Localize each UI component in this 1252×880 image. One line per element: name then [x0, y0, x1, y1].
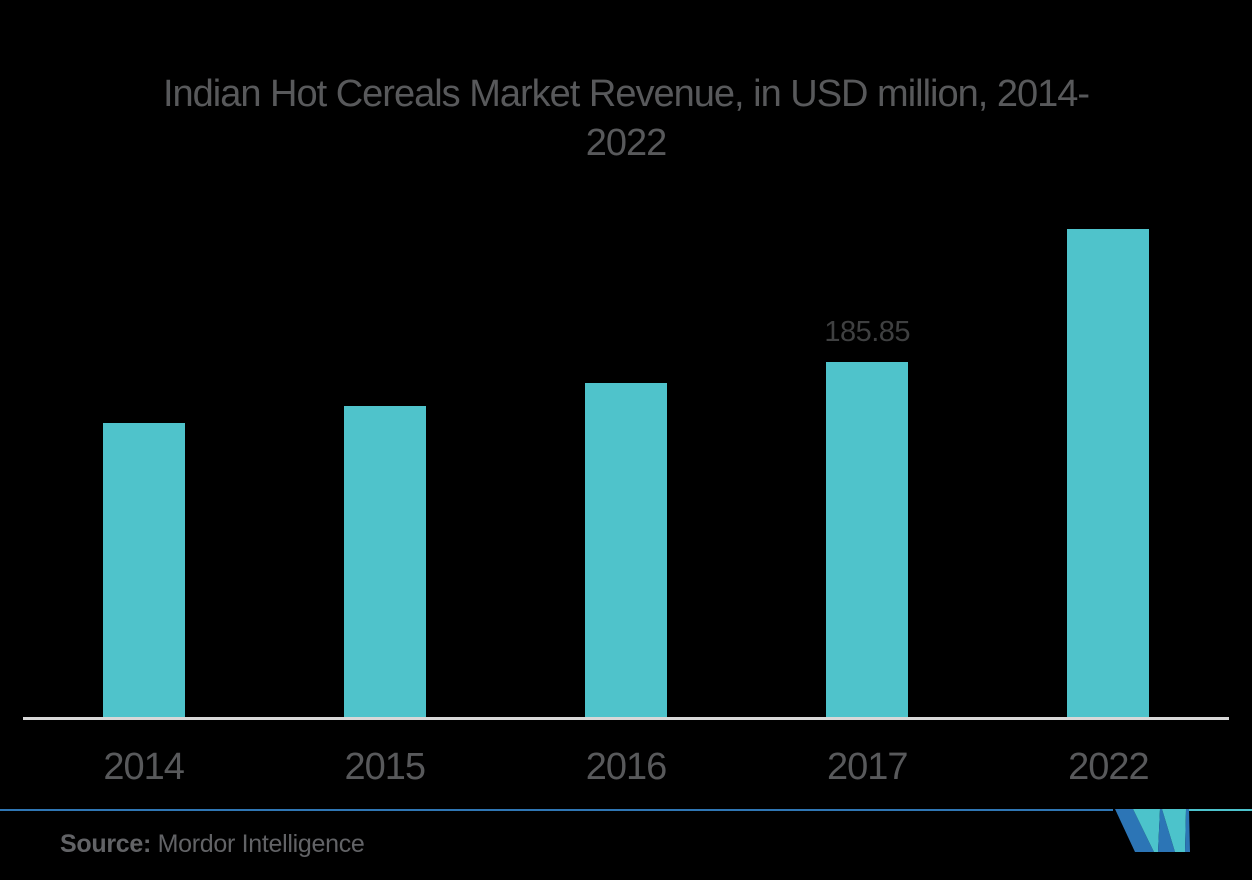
mordor-intelligence-logo-icon [1115, 809, 1190, 852]
chart-title-line-2: 2022 [585, 122, 668, 164]
bar [585, 383, 667, 717]
bar-slot [505, 336, 746, 717]
chart-title-line-1: Indian Hot Cereals Market Revenue, in US… [162, 73, 1090, 115]
x-axis-label: 2014 [103, 746, 185, 788]
footer-rule-teal [1186, 809, 1252, 811]
x-axis-baseline [23, 717, 1229, 720]
x-axis-label: 2022 [1068, 746, 1150, 788]
x-axis-labels: 2014 2015 2016 2017 2022 [23, 746, 1229, 789]
source-label: Source: [60, 830, 151, 858]
x-axis-label: 2016 [585, 746, 668, 788]
bar-slot [264, 359, 505, 717]
bar-slot: 185.85 [747, 315, 988, 717]
x-axis-label: 2017 [826, 746, 909, 788]
bar [343, 406, 426, 717]
chart-title: Indian Hot Cereals Market Revenue, in US… [0, 70, 1252, 168]
bar [826, 362, 909, 717]
bar-slot [988, 182, 1229, 717]
bar [1067, 229, 1150, 717]
bar [102, 423, 185, 717]
source-value: Mordor Intelligence [150, 830, 365, 858]
plot-area: 185.85 [23, 0, 1229, 717]
x-axis-label: 2015 [344, 746, 427, 788]
bar-value-label: 185.85 [824, 316, 911, 348]
footer-rule-blue [0, 809, 1113, 811]
bar-slot [23, 376, 264, 717]
source-attribution: Source: Mordor Intelligence [60, 830, 365, 859]
